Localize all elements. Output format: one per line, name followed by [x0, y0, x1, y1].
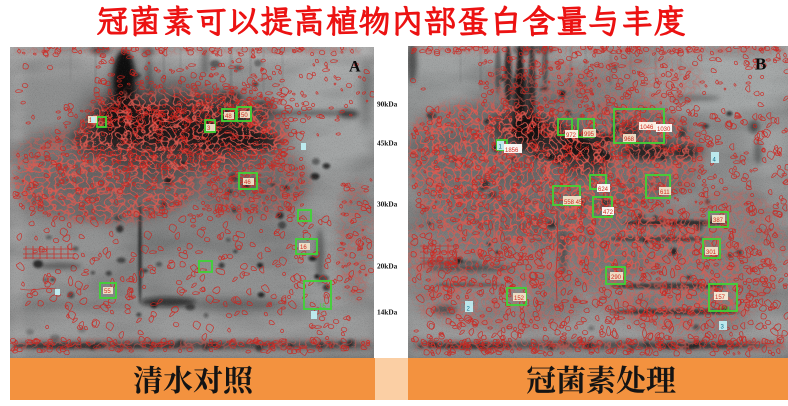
svg-text:995: 995 — [584, 132, 595, 138]
svg-text:624: 624 — [598, 187, 609, 193]
svg-text:50: 50 — [241, 113, 248, 119]
svg-text:2: 2 — [467, 307, 471, 313]
svg-text:16: 16 — [300, 245, 307, 251]
svg-text:46: 46 — [244, 180, 251, 186]
svg-text:152: 152 — [514, 296, 525, 302]
svg-text:1: 1 — [499, 145, 503, 151]
svg-text:90kDa: 90kDa — [377, 100, 398, 109]
svg-text:3: 3 — [207, 126, 211, 132]
svg-text:1030: 1030 — [657, 127, 671, 133]
svg-text:45kDa: 45kDa — [377, 139, 398, 148]
svg-text:A: A — [349, 59, 361, 76]
svg-text:968: 968 — [624, 137, 635, 143]
svg-text:124: 124 — [719, 306, 730, 313]
svg-text:558 45: 558 45 — [564, 200, 583, 206]
svg-text:55: 55 — [104, 289, 111, 295]
svg-text:301: 301 — [706, 250, 717, 256]
svg-text:30kDa: 30kDa — [377, 200, 398, 209]
svg-text:387: 387 — [713, 218, 724, 224]
svg-text:14kDa: 14kDa — [377, 308, 398, 317]
svg-text:972: 972 — [566, 133, 577, 139]
svg-text:611: 611 — [660, 190, 670, 196]
svg-text:20kDa: 20kDa — [377, 262, 398, 271]
svg-text:1856: 1856 — [505, 148, 519, 154]
svg-text:B: B — [755, 55, 766, 74]
svg-text:157: 157 — [715, 295, 726, 301]
svg-text:3: 3 — [721, 325, 725, 331]
svg-text:48: 48 — [225, 114, 232, 120]
svg-text:15: 15 — [319, 304, 326, 310]
svg-text:4: 4 — [713, 158, 717, 164]
svg-text:1046: 1046 — [640, 125, 654, 131]
svg-text:472: 472 — [603, 210, 614, 216]
svg-text:290: 290 — [611, 275, 622, 281]
